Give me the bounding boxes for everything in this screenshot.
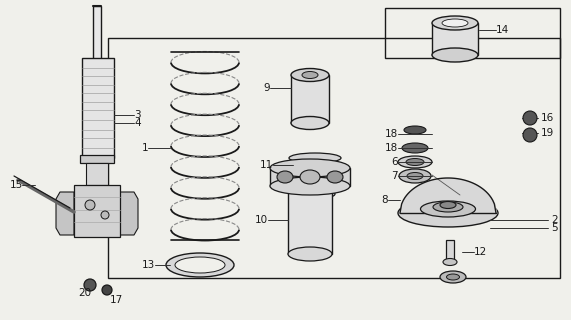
Ellipse shape bbox=[432, 16, 478, 30]
Text: 4: 4 bbox=[134, 118, 140, 128]
Bar bbox=[93, 6, 101, 64]
Text: 14: 14 bbox=[496, 25, 509, 35]
Bar bbox=[108, 38, 560, 278]
Ellipse shape bbox=[432, 48, 478, 62]
Ellipse shape bbox=[404, 126, 426, 134]
Text: 11: 11 bbox=[260, 160, 273, 170]
Ellipse shape bbox=[433, 202, 463, 212]
Text: 5: 5 bbox=[551, 223, 558, 233]
Text: 10: 10 bbox=[255, 215, 268, 225]
Ellipse shape bbox=[288, 247, 332, 261]
Ellipse shape bbox=[406, 158, 424, 165]
Bar bbox=[446, 240, 454, 262]
Ellipse shape bbox=[291, 116, 329, 130]
Ellipse shape bbox=[440, 202, 456, 209]
Ellipse shape bbox=[291, 68, 329, 82]
Bar bbox=[288, 182, 332, 254]
Ellipse shape bbox=[291, 162, 340, 172]
Text: 8: 8 bbox=[381, 195, 388, 205]
Text: 13: 13 bbox=[142, 260, 155, 270]
Polygon shape bbox=[120, 192, 138, 235]
Circle shape bbox=[523, 111, 537, 125]
Ellipse shape bbox=[302, 71, 318, 78]
Ellipse shape bbox=[327, 171, 343, 183]
Text: 18: 18 bbox=[385, 129, 398, 139]
Circle shape bbox=[84, 279, 96, 291]
Ellipse shape bbox=[166, 253, 234, 277]
Circle shape bbox=[102, 285, 112, 295]
Bar bbox=[86, 163, 108, 185]
Circle shape bbox=[101, 211, 109, 219]
Text: 1: 1 bbox=[142, 143, 148, 153]
Text: 15: 15 bbox=[10, 180, 23, 190]
Ellipse shape bbox=[293, 180, 336, 190]
Text: 2: 2 bbox=[551, 215, 558, 225]
Ellipse shape bbox=[398, 156, 432, 168]
Bar bbox=[270, 168, 350, 186]
Ellipse shape bbox=[442, 19, 468, 27]
Text: 19: 19 bbox=[541, 128, 554, 138]
Circle shape bbox=[85, 200, 95, 210]
Bar bbox=[385, 8, 560, 58]
Bar bbox=[291, 75, 329, 123]
Bar bbox=[74, 185, 120, 237]
Ellipse shape bbox=[295, 189, 335, 199]
Ellipse shape bbox=[270, 159, 350, 177]
Ellipse shape bbox=[300, 170, 320, 184]
Text: 20: 20 bbox=[78, 288, 91, 298]
Bar bbox=[82, 58, 114, 158]
Ellipse shape bbox=[292, 171, 338, 181]
Text: 17: 17 bbox=[110, 295, 123, 305]
Text: 12: 12 bbox=[474, 247, 487, 257]
Text: 16: 16 bbox=[541, 113, 554, 123]
Ellipse shape bbox=[420, 201, 476, 217]
Text: 9: 9 bbox=[263, 83, 270, 93]
Text: 7: 7 bbox=[391, 171, 398, 181]
Ellipse shape bbox=[440, 271, 466, 283]
Ellipse shape bbox=[402, 143, 428, 153]
Ellipse shape bbox=[289, 153, 341, 163]
Ellipse shape bbox=[443, 259, 457, 266]
Ellipse shape bbox=[175, 257, 225, 273]
Ellipse shape bbox=[270, 177, 350, 195]
Ellipse shape bbox=[399, 169, 431, 183]
Bar bbox=[432, 23, 478, 55]
Text: 18: 18 bbox=[385, 143, 398, 153]
Ellipse shape bbox=[407, 172, 423, 180]
Polygon shape bbox=[56, 192, 74, 235]
Bar bbox=[80, 155, 114, 163]
Circle shape bbox=[523, 128, 537, 142]
Ellipse shape bbox=[398, 199, 498, 227]
Text: 3: 3 bbox=[134, 110, 140, 120]
Ellipse shape bbox=[277, 171, 293, 183]
Text: 6: 6 bbox=[391, 157, 398, 167]
Ellipse shape bbox=[447, 274, 460, 280]
